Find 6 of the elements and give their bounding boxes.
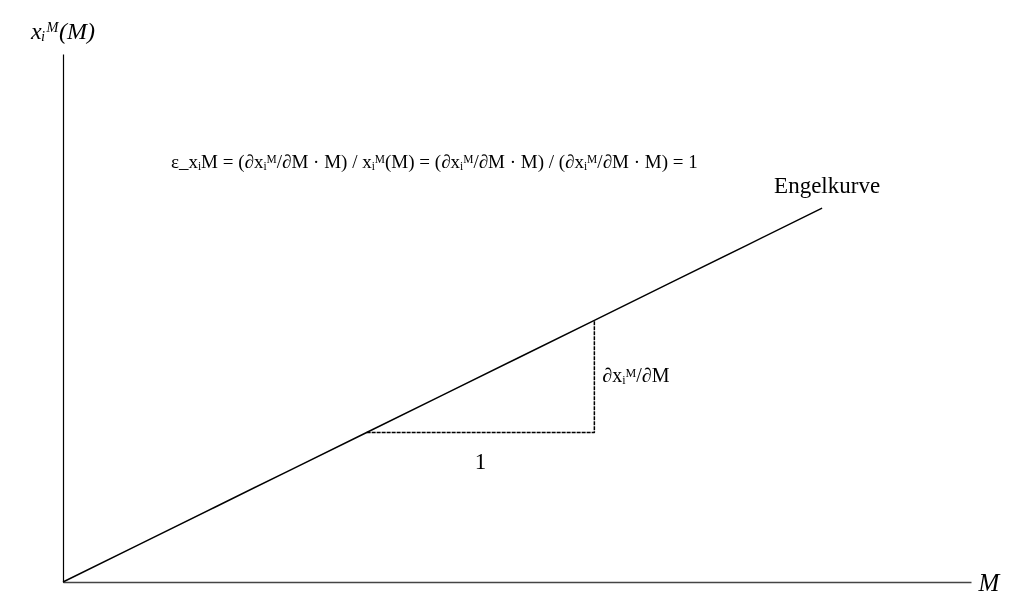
text: xᵢᴹ(M) — [29, 18, 96, 44]
series-label: Engelkurve — [774, 173, 881, 199]
x-axis-title: M — [977, 568, 1001, 596]
annotation: ∂xᵢᴹ/∂M — [602, 364, 670, 387]
text: ε_xᵢM = (∂xᵢᴹ/∂M · M) / xᵢᴹ(M) = (∂xᵢᴹ/∂M · M) / (∂xᵢᴹ/∂M · M) = 1 — [171, 151, 698, 173]
annotation: 1 — [474, 449, 487, 475]
